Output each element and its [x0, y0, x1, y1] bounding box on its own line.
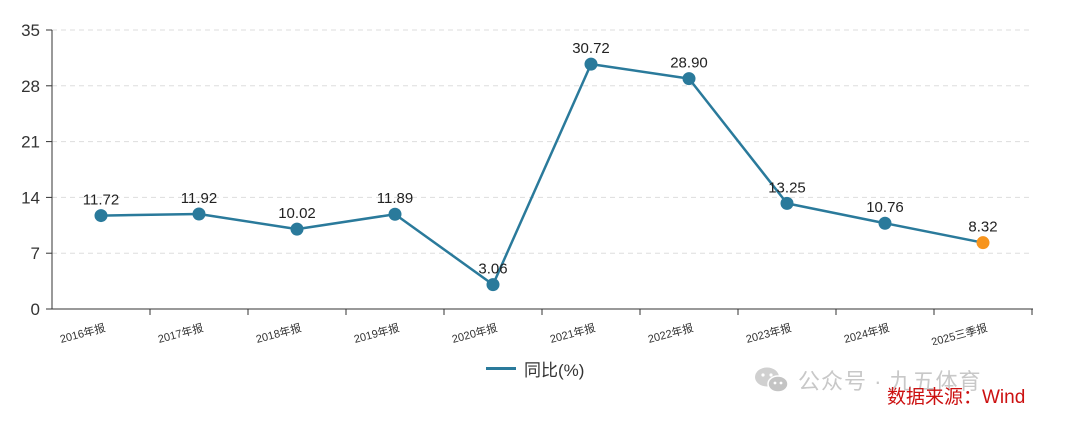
data-point [780, 196, 794, 210]
y-tick-label: 28 [21, 77, 40, 96]
data-point [290, 222, 304, 236]
y-tick-label: 14 [21, 188, 40, 207]
x-tick-label: 2021年报 [548, 320, 597, 345]
x-tick-label: 2018年报 [254, 320, 303, 345]
data-labels: 11.72 11.92 10.02 11.89 3.06 30.72 28.90 13.25 1… [83, 40, 998, 277]
source-note: 数据来源：Wind [887, 387, 1026, 408]
data-label: 13.25 [768, 179, 806, 196]
x-tick-label: 2016年报 [58, 320, 107, 345]
legend-swatch [486, 367, 516, 370]
y-tick-label: 0 [31, 300, 40, 319]
watermark: 公众号 · 九五体育 [754, 364, 982, 396]
line-chart: 0 7 14 21 28 35 2016年报 2017年报 2018年报 2019年报 2020年… [21, 21, 1033, 345]
watermark-text: 公众号 · 九五体育 [798, 369, 982, 394]
x-tick-label: 2020年报 [450, 320, 499, 345]
x-tick-label: 2025三季报 [930, 320, 989, 345]
data-point [584, 57, 598, 71]
data-point [388, 207, 402, 221]
data-point [94, 209, 108, 223]
data-label: 28.90 [670, 55, 708, 72]
data-point [192, 207, 206, 221]
x-tick-label: 2019年报 [352, 320, 401, 345]
data-point [486, 278, 500, 292]
data-point [682, 72, 696, 86]
axes [51, 30, 1033, 310]
x-axis-ticks: 2016年报 2017年报 2018年报 2019年报 2020年报 2021年报 2022… [58, 309, 1033, 345]
legend-label: 同比(%) [524, 361, 585, 380]
data-point [976, 236, 990, 250]
x-tick-label: 2024年报 [842, 320, 891, 345]
wechat-icon [755, 367, 789, 393]
data-label: 30.72 [572, 40, 610, 57]
y-tick-label: 7 [31, 244, 40, 263]
y-tick-label: 35 [21, 21, 40, 40]
data-label: 11.72 [83, 192, 119, 209]
data-label: 11.89 [377, 190, 413, 207]
x-tick-label: 2017年报 [156, 320, 205, 345]
data-label: 11.92 [181, 190, 217, 207]
data-label: 10.02 [278, 205, 316, 222]
data-label: 3.06 [478, 261, 507, 278]
y-tick-label: 21 [21, 133, 40, 152]
x-tick-label: 2023年报 [744, 320, 793, 345]
x-tick-label: 2022年报 [646, 320, 695, 345]
data-label: 10.76 [866, 199, 904, 216]
data-label: 8.32 [968, 219, 997, 236]
series-line [100, 62, 984, 286]
series-group [94, 57, 990, 292]
y-axis-ticks: 0 7 14 21 28 35 [21, 21, 52, 319]
legend[interactable]: 同比(%) [486, 356, 584, 381]
data-point [878, 216, 892, 230]
gridlines [52, 29, 1033, 254]
